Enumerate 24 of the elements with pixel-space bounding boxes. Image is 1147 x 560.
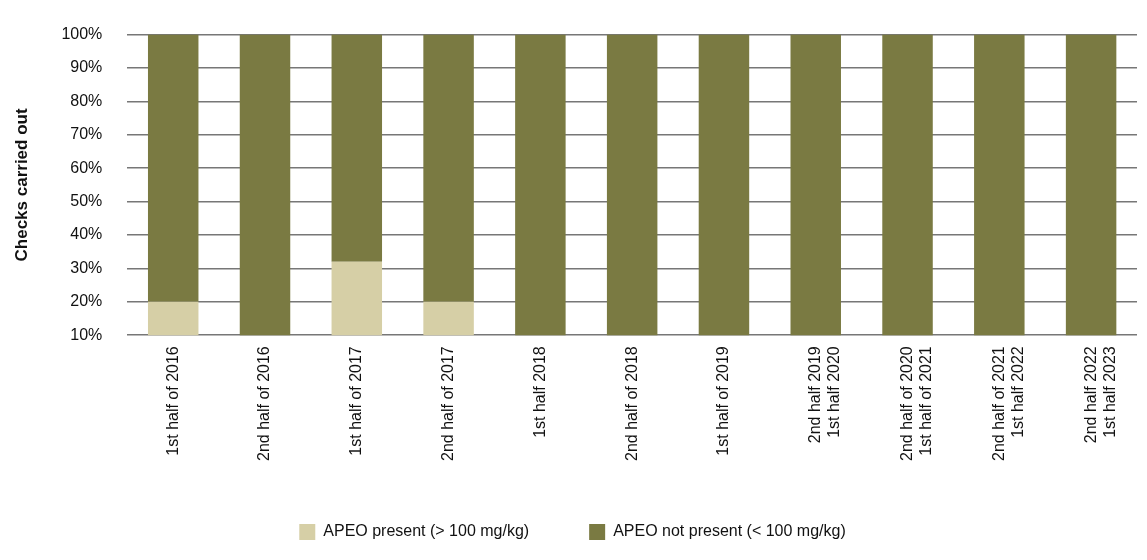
x-tick-label: 1st half 2018 [530, 346, 548, 438]
x-tick-label: 2nd half of 2020 1st half of 2021 [897, 346, 935, 461]
y-axis-title: Checks carried out [11, 108, 31, 262]
x-tick-label: 1st half of 2017 [347, 346, 365, 456]
y-tick-label: 30% [70, 258, 103, 276]
x-tick-label: 2nd half of 2021 1st half 2022 [989, 346, 1026, 461]
y-tick-label: 90% [70, 58, 103, 76]
x-tick-label: 2nd half 2019 1st half 2020 [806, 346, 843, 444]
y-tick-label: 70% [70, 125, 103, 143]
x-tick-label: 1st half of 2019 [714, 346, 732, 456]
y-tick-label: 60% [70, 158, 103, 176]
legend-label: APEO present (> 100 mg/kg) [323, 522, 530, 540]
legend-label: APEO not present (< 100 mg/kg) [613, 522, 846, 540]
y-tick-label: 50% [70, 192, 103, 210]
x-tick-label: 2nd half of 2016 [255, 346, 273, 461]
x-tick-label: 1st half of 2016 [163, 346, 181, 456]
y-tick-label: 80% [70, 91, 103, 109]
x-tick-label: 2nd half of 2018 [622, 346, 640, 461]
y-tick-label: 20% [70, 292, 103, 310]
y-tick-label: 100% [61, 25, 103, 43]
y-tick-label: 40% [70, 225, 103, 243]
y-tick-label: 10% [70, 325, 103, 343]
x-tick-label: 2nd half of 2017 [438, 346, 456, 461]
x-tick-label: 2nd half 2022 1st half 2023 [1081, 346, 1118, 444]
